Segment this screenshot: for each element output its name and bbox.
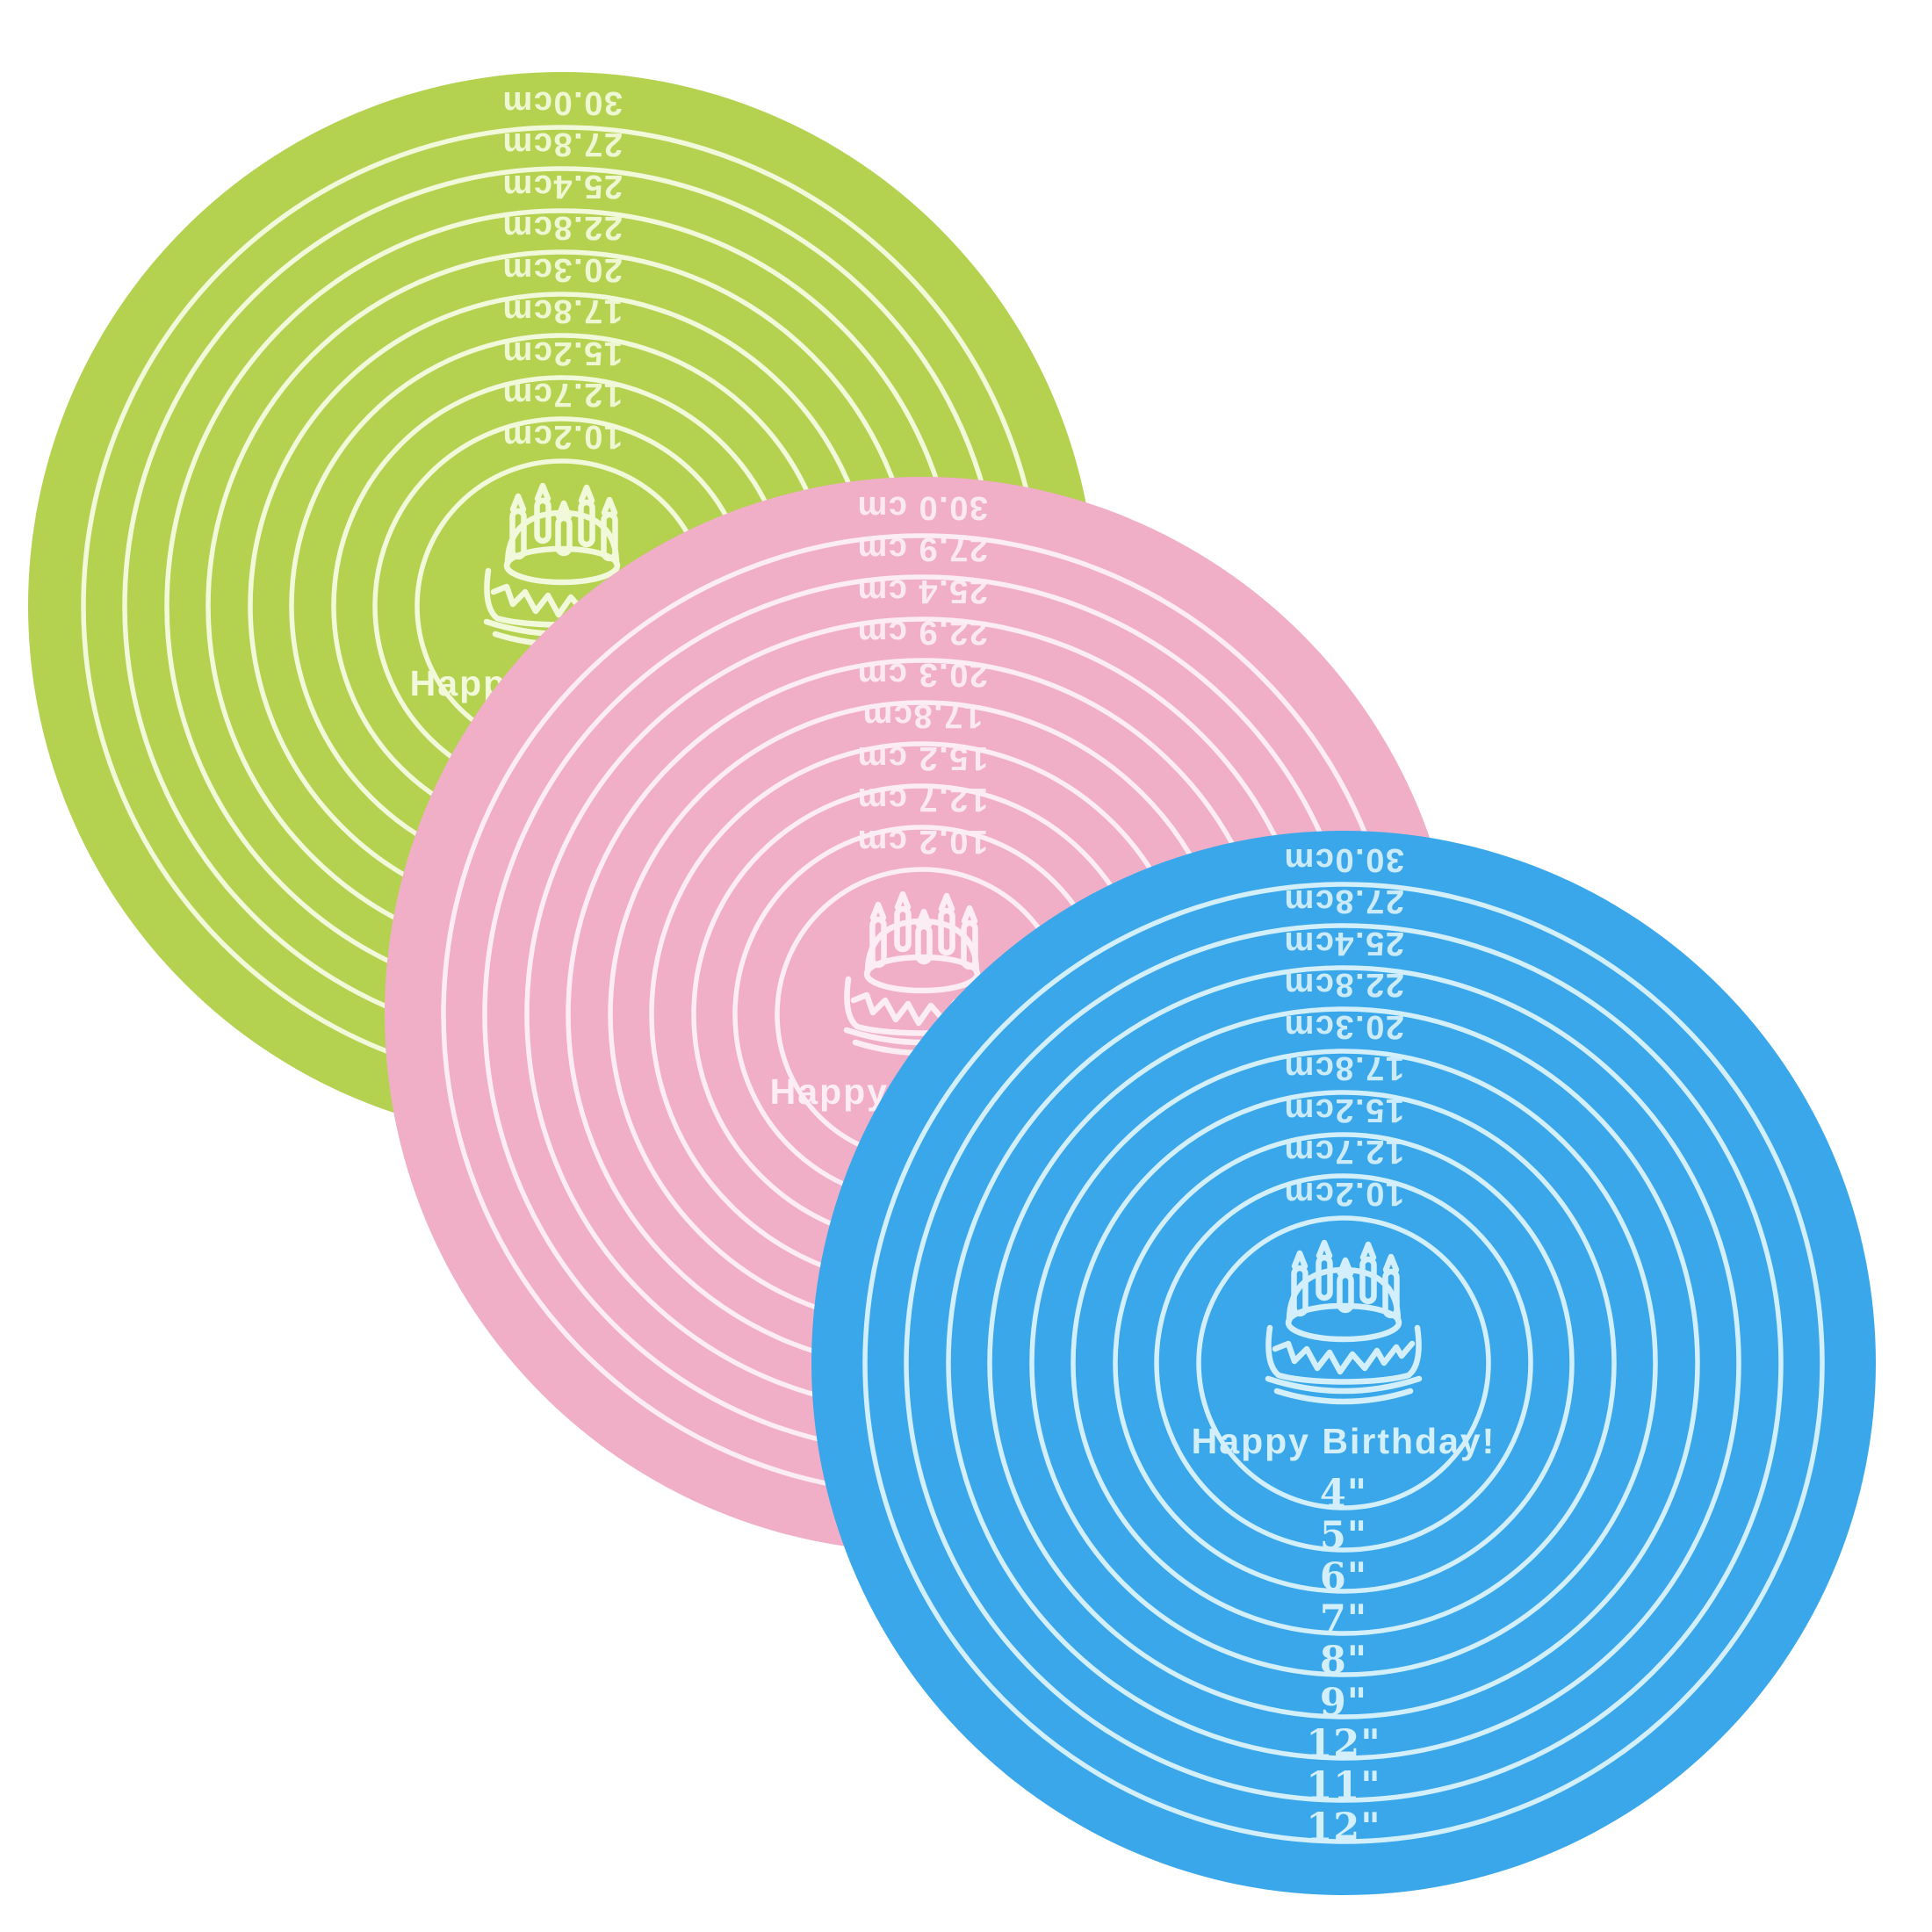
mat-blue: 30.0cm 27.8cm 25.4cm 22.8cm 20.3cm 17.8c… <box>811 831 1876 1895</box>
diameter-label-inch: 4" <box>1320 1472 1367 1516</box>
diameter-label-cm: 17.8cm <box>861 697 983 734</box>
mat-blue-markings: 30.0cm 27.8cm 25.4cm 22.8cm 20.3cm 17.8c… <box>862 841 1825 1849</box>
diameter-label-cm: 30.0 cm <box>856 489 988 526</box>
measurement-ring <box>1113 1132 1575 1594</box>
diameter-label-inch: 6" <box>1320 1555 1367 1599</box>
diameter-label-cm: 25.4cm <box>501 168 623 205</box>
diameter-label-cm: 20.3cm <box>1283 1008 1404 1045</box>
measurement-rings <box>862 882 1825 1844</box>
diameter-label-cm: 27.8cm <box>501 126 623 162</box>
diameter-label-inch: 5" <box>1320 1514 1367 1558</box>
diameter-label-cm: 27.9 cm <box>856 530 988 567</box>
diameter-label-inch: 8" <box>1320 1639 1367 1683</box>
diameter-label-cm: 17.8cm <box>501 292 623 329</box>
diameter-label-inch: 7" <box>1320 1597 1367 1641</box>
diameter-label-cm: 22.8cm <box>1283 966 1404 1003</box>
measurement-ring <box>904 923 1784 1803</box>
measurement-ring <box>1029 1049 1658 1677</box>
diameter-label-cm: 10.2cm <box>1283 1175 1404 1212</box>
measurement-ring <box>946 965 1741 1761</box>
diameter-label-cm: 30.0cm <box>1283 841 1404 878</box>
diameter-label-cm: 12.7 cm <box>856 781 988 818</box>
diameter-label-cm: 20.3 cm <box>856 656 988 693</box>
diameter-label-cm: 22.8cm <box>501 209 623 246</box>
diameter-label-cm: 12.7cm <box>1283 1133 1404 1170</box>
diameter-label-cm: 25.4cm <box>1283 925 1404 962</box>
diameter-label-cm: 25.4 cm <box>856 573 988 609</box>
diameter-label-cm: 10.2cm <box>501 418 623 455</box>
measurement-ring <box>862 882 1825 1844</box>
diameter-label-inch: 9" <box>1320 1681 1367 1725</box>
diameter-label-cm: 17.8cm <box>1283 1049 1404 1086</box>
diameter-label-cm: 30.0cm <box>501 84 623 121</box>
diameter-label-cm: 10.2 cm <box>856 823 988 860</box>
diameter-label-cm: 27.8cm <box>1283 883 1404 919</box>
diameter-label-inch: 12" <box>1306 1722 1381 1766</box>
measurement-ring <box>1196 1215 1491 1510</box>
diameter-label-inch: 11" <box>1306 1764 1381 1808</box>
diameter-label-cm: 15.2cm <box>501 335 623 371</box>
measurement-ring <box>1071 1090 1617 1636</box>
diameter-label-cm: 12.7cm <box>501 376 623 413</box>
diameter-label-cm: 15.2 cm <box>856 739 988 776</box>
diameter-label-inch: 12" <box>1306 1806 1381 1849</box>
measurement-ring <box>1154 1173 1533 1553</box>
diameter-label-cm: 20.3cm <box>501 251 623 288</box>
happy-birthday-text: Happy Birthday! <box>1192 1421 1496 1461</box>
diameter-label-cm: 15.2cm <box>1283 1092 1404 1128</box>
diameter-label-cm: 22.9 cm <box>856 614 988 651</box>
measurement-ring <box>987 1006 1700 1719</box>
